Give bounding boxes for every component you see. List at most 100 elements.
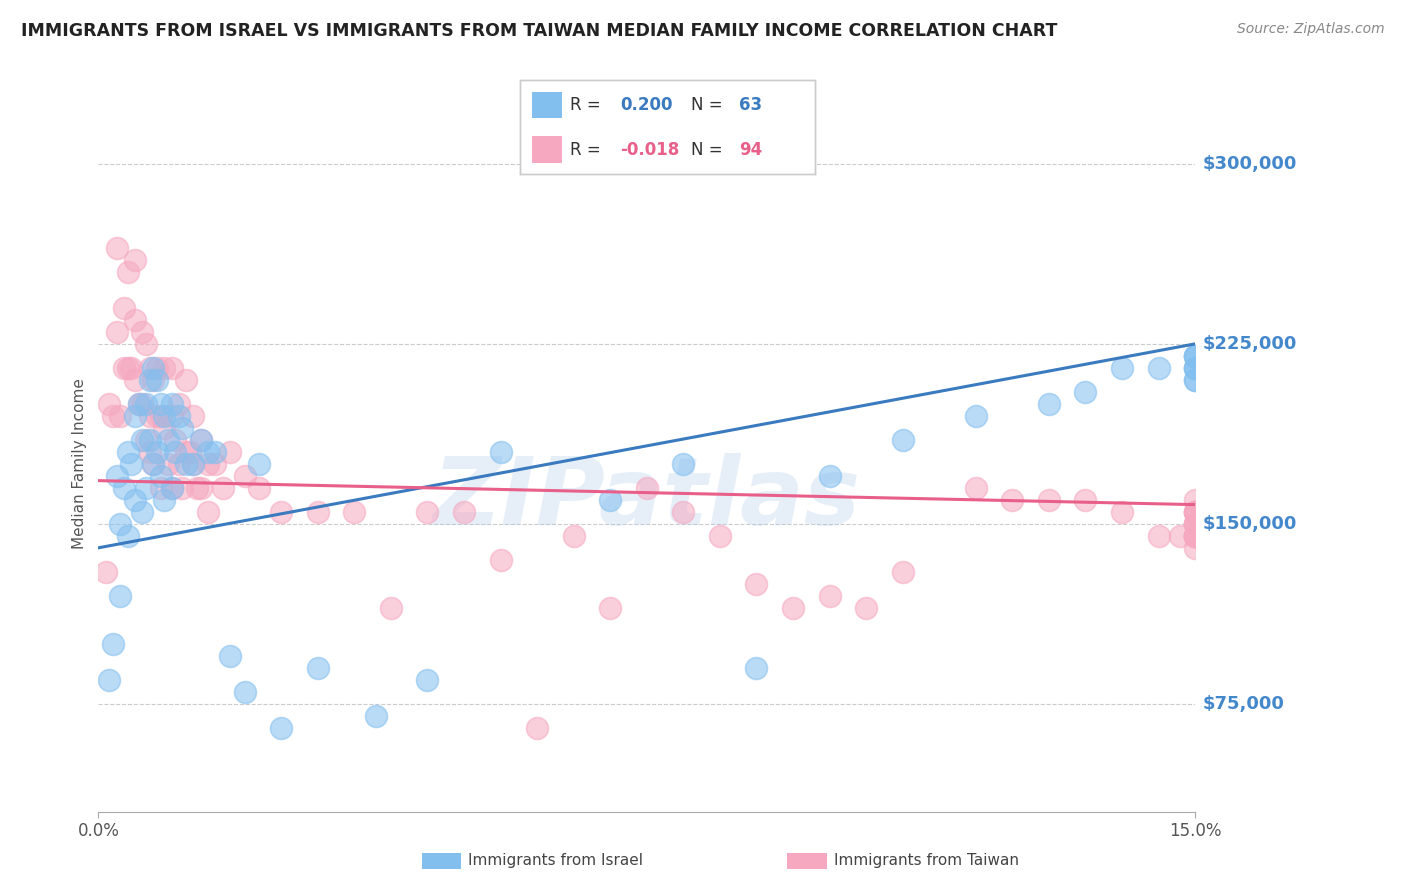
Point (247, 481, 270, 495)
Point (146, 373, 169, 387)
Point (117, 265, 139, 279)
Point (219, 648, 242, 663)
Point (1184, 529, 1206, 543)
Point (117, 360, 139, 375)
Point (128, 397, 150, 411)
Text: R =: R = (571, 95, 602, 113)
Point (965, 409, 987, 423)
Y-axis label: Median Family Income: Median Family Income (72, 378, 87, 549)
Point (1184, 529, 1206, 543)
Point (1184, 349, 1206, 363)
Point (1184, 505, 1206, 519)
Point (1184, 516, 1206, 531)
Point (1184, 492, 1206, 507)
Point (156, 433, 179, 447)
Point (818, 468, 841, 483)
Point (124, 409, 146, 423)
Point (672, 505, 695, 519)
Point (120, 360, 142, 375)
Point (1184, 529, 1206, 543)
Point (562, 529, 585, 543)
Point (94, 565, 117, 579)
Point (186, 481, 208, 495)
Point (818, 589, 841, 603)
Point (197, 505, 219, 519)
Point (98, 397, 121, 411)
Point (146, 409, 169, 423)
Point (1147, 360, 1170, 375)
Point (1184, 516, 1206, 531)
Point (204, 457, 226, 471)
Point (1184, 360, 1206, 375)
Point (183, 457, 205, 471)
Point (124, 252, 146, 267)
Point (110, 516, 132, 531)
Point (105, 468, 128, 483)
Point (1038, 492, 1060, 507)
Point (110, 409, 132, 423)
Point (1184, 516, 1206, 531)
Text: N =: N = (692, 95, 723, 113)
Point (891, 433, 914, 447)
Point (1184, 529, 1206, 543)
Text: $225,000: $225,000 (1202, 334, 1296, 353)
Point (167, 457, 190, 471)
Point (190, 481, 212, 495)
Point (233, 685, 256, 699)
Point (110, 589, 132, 603)
Point (124, 492, 146, 507)
Point (183, 409, 205, 423)
Point (1184, 541, 1206, 555)
Point (190, 433, 212, 447)
Point (167, 409, 190, 423)
Point (101, 409, 124, 423)
Text: Immigrants from Israel: Immigrants from Israel (468, 854, 643, 868)
Point (142, 360, 165, 375)
Point (160, 481, 183, 495)
Point (1184, 360, 1206, 375)
Point (1074, 384, 1097, 399)
Point (156, 457, 179, 471)
Point (146, 445, 169, 459)
Point (105, 325, 128, 339)
Point (120, 457, 142, 471)
Point (1184, 505, 1206, 519)
Point (1074, 492, 1097, 507)
Point (153, 492, 176, 507)
Point (270, 505, 292, 519)
Point (1038, 397, 1060, 411)
Point (782, 600, 804, 615)
Point (204, 445, 226, 459)
Point (167, 397, 190, 411)
Point (1184, 516, 1206, 531)
Text: 94: 94 (738, 141, 762, 159)
Point (219, 445, 242, 459)
Point (153, 360, 176, 375)
Point (745, 661, 768, 675)
Point (1184, 349, 1206, 363)
Text: -0.018: -0.018 (620, 141, 681, 159)
Point (153, 409, 176, 423)
Text: Immigrants from Taiwan: Immigrants from Taiwan (834, 854, 1019, 868)
Point (131, 433, 153, 447)
Point (105, 241, 128, 255)
Text: $150,000: $150,000 (1202, 515, 1296, 533)
Point (1184, 505, 1206, 519)
Point (1147, 529, 1170, 543)
Point (197, 457, 219, 471)
Text: $300,000: $300,000 (1202, 155, 1296, 173)
Point (636, 481, 658, 495)
Point (174, 373, 197, 387)
Point (131, 505, 153, 519)
Point (672, 457, 695, 471)
Point (489, 553, 512, 567)
Point (174, 457, 197, 471)
Point (165, 433, 187, 447)
Point (112, 360, 135, 375)
Point (160, 397, 183, 411)
Point (172, 481, 194, 495)
Point (138, 445, 160, 459)
Point (366, 708, 388, 723)
Point (131, 325, 153, 339)
Point (153, 421, 176, 435)
